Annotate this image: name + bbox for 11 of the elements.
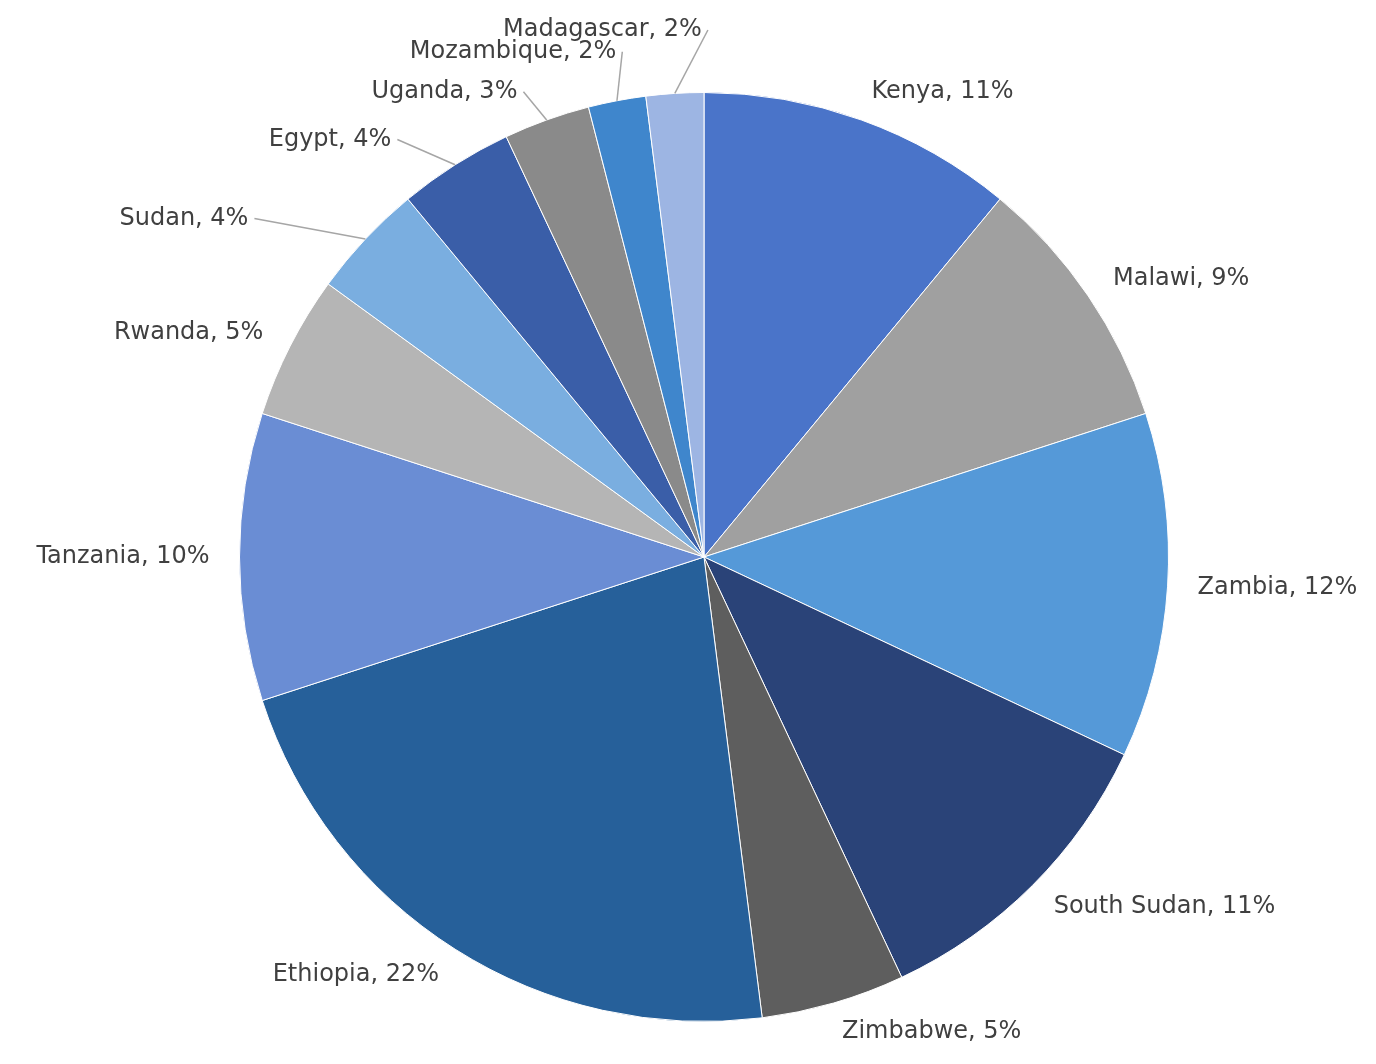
slice-label: Zimbabwe, 5% — [841, 1016, 1022, 1045]
slice-label: Sudan, 4% — [119, 202, 249, 231]
slice-label: Egypt, 4% — [268, 123, 392, 152]
slice-label: Uganda, 3% — [371, 75, 518, 104]
slice-label: Ethiopia, 22% — [272, 958, 440, 987]
slice-label: Rwanda, 5% — [113, 316, 264, 345]
slice-label: Zambia, 12% — [1197, 572, 1358, 601]
slice-label: Tanzania, 10% — [35, 541, 210, 570]
slice-label: South Sudan, 11% — [1053, 890, 1276, 919]
slice-label: Kenya, 11% — [871, 75, 1014, 104]
slice-label: Malawi, 9% — [1112, 263, 1250, 292]
